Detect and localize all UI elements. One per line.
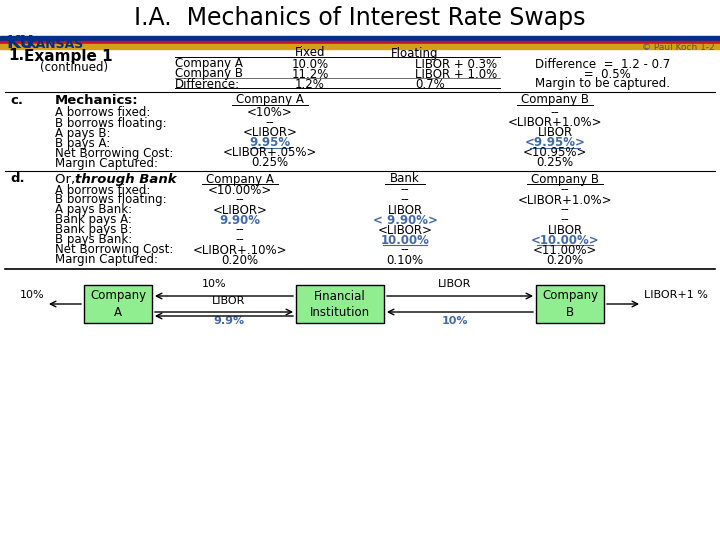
Text: :: : xyxy=(150,172,154,186)
Text: 0.25%: 0.25% xyxy=(251,157,289,170)
Text: --: -- xyxy=(551,106,559,119)
Text: 1.: 1. xyxy=(8,49,24,64)
Bar xyxy=(536,285,604,323)
Text: through Bank: through Bank xyxy=(75,172,176,186)
Text: Difference:: Difference: xyxy=(175,78,240,91)
Text: <11.00%>: <11.00%> xyxy=(533,244,597,256)
Text: 0.7%: 0.7% xyxy=(415,78,445,91)
Text: 0.25%: 0.25% xyxy=(536,157,574,170)
Text: Bank pays A:: Bank pays A: xyxy=(55,213,132,226)
Text: --: -- xyxy=(561,204,570,217)
Bar xyxy=(0,36,720,41)
Text: --: -- xyxy=(235,224,244,237)
Text: 10%: 10% xyxy=(19,290,44,300)
Text: < 9.90%>: < 9.90%> xyxy=(372,213,438,226)
Text: <9.95%>: <9.95%> xyxy=(525,137,585,150)
Text: KU: KU xyxy=(6,34,34,52)
Text: Net Borrowing Cost:: Net Borrowing Cost: xyxy=(55,244,174,256)
Text: Margin Captured:: Margin Captured: xyxy=(55,157,158,170)
Text: Company A: Company A xyxy=(206,172,274,186)
Text: LIBOR + 0.3%: LIBOR + 0.3% xyxy=(415,57,497,71)
Text: --: -- xyxy=(400,193,410,206)
Text: d.: d. xyxy=(10,172,24,186)
Bar xyxy=(84,285,152,323)
Text: Mechanics:: Mechanics: xyxy=(55,93,139,106)
Text: LIBOR: LIBOR xyxy=(438,279,472,289)
Text: (continued): (continued) xyxy=(40,60,108,73)
Text: <10%>: <10%> xyxy=(247,106,293,119)
Text: <LIBOR>: <LIBOR> xyxy=(243,126,297,139)
Text: THE UNIVERSITY OF: THE UNIVERSITY OF xyxy=(27,37,76,43)
Text: Margin to be captured.: Margin to be captured. xyxy=(535,78,670,91)
Text: A pays Bank:: A pays Bank: xyxy=(55,204,132,217)
Text: Floating: Floating xyxy=(391,46,438,59)
Text: A borrows fixed:: A borrows fixed: xyxy=(55,184,150,197)
Text: I.A.  Mechanics of Interest Rate Swaps: I.A. Mechanics of Interest Rate Swaps xyxy=(134,6,586,30)
Text: <LIBOR+.10%>: <LIBOR+.10%> xyxy=(193,244,287,256)
Text: 10.00%: 10.00% xyxy=(381,233,429,246)
Text: Company B: Company B xyxy=(175,68,243,80)
Text: 0.20%: 0.20% xyxy=(222,253,258,267)
Text: <10.00%>: <10.00%> xyxy=(208,184,272,197)
Text: 0.20%: 0.20% xyxy=(546,253,584,267)
Bar xyxy=(296,285,384,323)
Text: Net Borrowing Cost:: Net Borrowing Cost: xyxy=(55,146,174,159)
Text: LIBOR: LIBOR xyxy=(387,204,423,217)
Text: =  0.5%: = 0.5% xyxy=(535,68,631,80)
Text: 9.90%: 9.90% xyxy=(220,213,261,226)
Text: Difference  =  1.2 - 0.7: Difference = 1.2 - 0.7 xyxy=(535,57,670,71)
Text: B pays A:: B pays A: xyxy=(55,137,110,150)
Bar xyxy=(0,41,720,44)
Text: <LIBOR+1.0%>: <LIBOR+1.0%> xyxy=(508,117,602,130)
Bar xyxy=(0,44,720,49)
Text: <LIBOR+1.0%>: <LIBOR+1.0%> xyxy=(518,193,612,206)
Text: c.: c. xyxy=(10,93,23,106)
Text: Company A: Company A xyxy=(236,93,304,106)
Text: --: -- xyxy=(400,244,410,256)
Text: LIBOR: LIBOR xyxy=(537,126,572,139)
Text: B pays Bank:: B pays Bank: xyxy=(55,233,132,246)
Text: --: -- xyxy=(400,184,410,197)
Text: Bank pays B:: Bank pays B: xyxy=(55,224,132,237)
Text: A borrows fixed:: A borrows fixed: xyxy=(55,106,150,119)
Text: --: -- xyxy=(561,184,570,197)
Text: 0.10%: 0.10% xyxy=(387,253,423,267)
Text: Company B: Company B xyxy=(531,172,599,186)
Text: B borrows floating:: B borrows floating: xyxy=(55,117,166,130)
Text: <10.00%>: <10.00%> xyxy=(531,233,599,246)
Text: Example 1: Example 1 xyxy=(24,49,112,64)
Text: --: -- xyxy=(561,213,570,226)
Text: 9.95%: 9.95% xyxy=(249,137,291,150)
Text: KANSAS: KANSAS xyxy=(27,38,84,51)
Text: 11.2%: 11.2% xyxy=(292,68,329,80)
Text: Company
A: Company A xyxy=(90,289,146,319)
Text: --: -- xyxy=(235,193,244,206)
Text: --: -- xyxy=(235,233,244,246)
Text: Or,: Or, xyxy=(55,172,84,186)
Text: Company B: Company B xyxy=(521,93,589,106)
Text: 10.0%: 10.0% xyxy=(292,57,328,71)
Text: LIBOR: LIBOR xyxy=(547,224,582,237)
Text: Company
B: Company B xyxy=(542,289,598,319)
Text: LIBOR + 1.0%: LIBOR + 1.0% xyxy=(415,68,498,80)
Text: Margin Captured:: Margin Captured: xyxy=(55,253,158,267)
Text: 10%: 10% xyxy=(202,279,226,289)
Text: Fixed: Fixed xyxy=(294,46,325,59)
Text: Bank: Bank xyxy=(390,172,420,186)
Text: Company A: Company A xyxy=(175,57,243,71)
Text: <LIBOR>: <LIBOR> xyxy=(212,204,267,217)
Text: 10%: 10% xyxy=(442,316,468,326)
Text: A pays B:: A pays B: xyxy=(55,126,110,139)
Text: 1.2%: 1.2% xyxy=(295,78,325,91)
Text: © Paul Koch 1-2: © Paul Koch 1-2 xyxy=(642,43,715,51)
Text: B borrows floating:: B borrows floating: xyxy=(55,193,166,206)
Text: <LIBOR+.05%>: <LIBOR+.05%> xyxy=(222,146,318,159)
Text: Financial
Institution: Financial Institution xyxy=(310,289,370,319)
Text: <10.95%>: <10.95%> xyxy=(523,146,588,159)
Text: <LIBOR>: <LIBOR> xyxy=(377,224,433,237)
Text: 9.9%: 9.9% xyxy=(213,316,245,326)
Text: LIBOR: LIBOR xyxy=(212,296,246,306)
Text: LIBOR+1 %: LIBOR+1 % xyxy=(644,290,708,300)
Text: --: -- xyxy=(266,117,274,130)
